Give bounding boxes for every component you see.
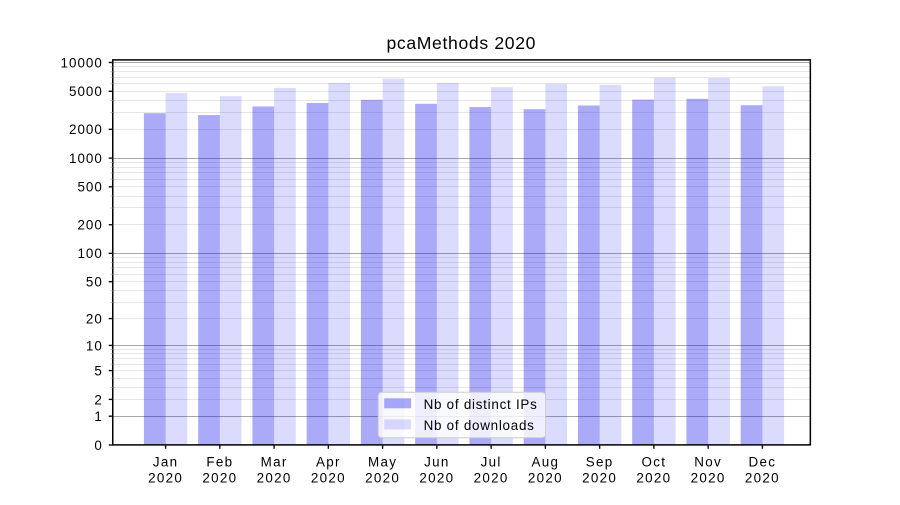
svg-text:10000: 10000 (61, 55, 103, 70)
svg-text:2020: 2020 (582, 471, 617, 486)
svg-text:2020: 2020 (745, 471, 780, 486)
svg-text:2020: 2020 (202, 471, 237, 486)
svg-text:pcaMethods 2020: pcaMethods 2020 (386, 33, 536, 53)
svg-text:500: 500 (77, 180, 102, 195)
svg-text:2000: 2000 (69, 122, 103, 137)
svg-text:1: 1 (94, 409, 102, 424)
svg-text:Jan: Jan (153, 454, 179, 469)
svg-text:2020: 2020 (419, 471, 454, 486)
svg-text:Mar: Mar (261, 454, 288, 469)
svg-text:10: 10 (86, 338, 103, 353)
svg-text:200: 200 (77, 218, 102, 233)
svg-text:2020: 2020 (148, 471, 183, 486)
svg-text:Nb of downloads: Nb of downloads (424, 418, 535, 433)
svg-text:2020: 2020 (257, 471, 292, 486)
svg-text:2020: 2020 (474, 471, 509, 486)
svg-text:Nov: Nov (694, 454, 722, 469)
svg-text:2020: 2020 (691, 471, 726, 486)
svg-text:0: 0 (94, 438, 102, 453)
svg-text:5: 5 (94, 363, 102, 378)
svg-text:Dec: Dec (749, 454, 777, 469)
svg-text:May: May (368, 454, 397, 469)
svg-text:Nb of distinct IPs: Nb of distinct IPs (424, 397, 538, 412)
svg-text:1000: 1000 (69, 151, 103, 166)
svg-text:100: 100 (77, 246, 102, 261)
svg-text:Aug: Aug (532, 454, 560, 469)
svg-text:Oct: Oct (642, 454, 667, 469)
svg-text:2020: 2020 (365, 471, 400, 486)
svg-text:2020: 2020 (528, 471, 563, 486)
svg-text:50: 50 (86, 275, 103, 290)
svg-text:Apr: Apr (316, 454, 341, 469)
svg-text:2: 2 (94, 392, 102, 407)
svg-text:5000: 5000 (69, 84, 103, 99)
svg-text:20: 20 (86, 311, 103, 326)
svg-text:Jul: Jul (481, 454, 502, 469)
svg-text:Feb: Feb (206, 454, 233, 469)
svg-text:2020: 2020 (636, 471, 671, 486)
svg-text:2020: 2020 (311, 471, 346, 486)
svg-text:Jun: Jun (424, 454, 450, 469)
svg-text:Sep: Sep (586, 454, 614, 469)
